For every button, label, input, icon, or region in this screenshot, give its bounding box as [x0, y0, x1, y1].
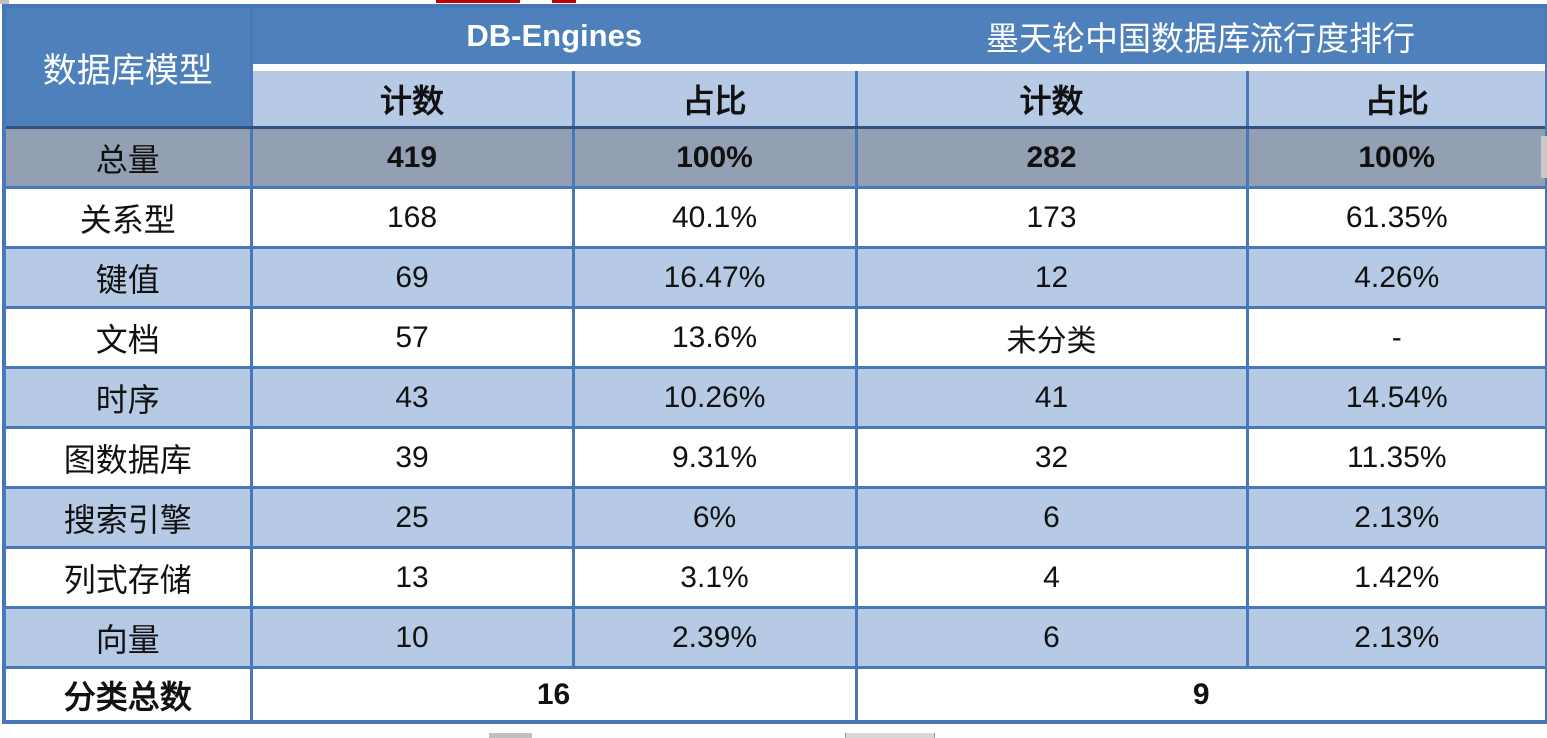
value-cell: 10 — [249, 606, 575, 669]
value-cell: 11.35% — [1245, 426, 1547, 489]
value-cell: 2.13% — [1245, 486, 1547, 549]
artifact-gray-mark — [0, 0, 9, 4]
artifact-gray-strip — [489, 733, 532, 738]
artifact-gray-strip — [1541, 136, 1547, 178]
row-label-cell: 分类总数 — [2, 666, 253, 724]
value-cell: 2.13% — [1245, 606, 1547, 669]
row-label-cell: 关系型 — [2, 186, 253, 249]
value-cell-modb-categories: 9 — [854, 666, 1547, 724]
subheader-dbengines-share: 占比 — [571, 71, 858, 129]
row-label-cell: 文档 — [2, 306, 253, 369]
value-cell: 419 — [249, 126, 575, 189]
value-cell: 41 — [854, 366, 1249, 429]
database-model-comparison-table: 数据库模型 DB-Engines 墨天轮中国数据库流行度排行 计数 占比 计数 … — [2, 4, 1547, 724]
value-cell: 100% — [1245, 126, 1547, 189]
table-row-key-value: 键值 69 16.47% 12 4.26% — [2, 246, 1547, 309]
value-cell: 173 — [854, 186, 1249, 249]
table-row-category-totals: 分类总数 16 9 — [2, 666, 1547, 724]
group-header-db-engines: DB-Engines — [251, 6, 856, 64]
value-cell: 57 — [249, 306, 575, 369]
row-label-cell: 向量 — [2, 606, 253, 669]
row-label-cell: 键值 — [2, 246, 253, 309]
table-row-total: 总量 419 100% 282 100% — [2, 126, 1547, 189]
value-cell: 69 — [249, 246, 575, 309]
table-row-relational: 关系型 168 40.1% 173 61.35% — [2, 186, 1547, 249]
artifact-red-underline — [436, 0, 520, 3]
value-cell: 6% — [571, 486, 858, 549]
value-cell: 3.1% — [571, 546, 858, 609]
value-cell: 13.6% — [571, 306, 858, 369]
value-cell: 14.54% — [1245, 366, 1547, 429]
table-row-time-series: 时序 43 10.26% 41 14.54% — [2, 366, 1547, 429]
row-label-cell: 图数据库 — [2, 426, 253, 489]
header-gap-row — [4, 64, 1547, 71]
value-cell: 100% — [571, 126, 858, 189]
value-cell: 12 — [854, 246, 1249, 309]
artifact-gray-box — [845, 733, 935, 738]
row-label-cell: 搜索引擎 — [2, 486, 253, 549]
value-cell: 32 — [854, 426, 1249, 489]
value-cell: 未分类 — [854, 306, 1249, 369]
value-cell: 43 — [249, 366, 575, 429]
value-cell-dbengines-categories: 16 — [249, 666, 858, 724]
row-label-cell: 时序 — [2, 366, 253, 429]
value-cell: 4 — [854, 546, 1249, 609]
subheader-dbengines-count: 计数 — [249, 71, 575, 129]
value-cell: 6 — [854, 606, 1249, 669]
value-cell: 10.26% — [571, 366, 858, 429]
group-header-modb-ranking: 墨天轮中国数据库流行度排行 — [856, 6, 1547, 64]
value-cell: 4.26% — [1245, 246, 1547, 309]
value-cell: 168 — [249, 186, 575, 249]
value-cell: 1.42% — [1245, 546, 1547, 609]
value-cell: 282 — [854, 126, 1249, 189]
header-gap-strip — [251, 64, 1547, 71]
value-cell: 16.47% — [571, 246, 858, 309]
subheader-modb-share: 占比 — [1245, 71, 1547, 129]
table-row-search-engine: 搜索引擎 25 6% 6 2.13% — [2, 486, 1547, 549]
value-cell: 25 — [249, 486, 575, 549]
table-row-column-store: 列式存储 13 3.1% 4 1.42% — [2, 546, 1547, 609]
corner-header-cell: 数据库模型 — [4, 6, 253, 129]
value-cell: 6 — [854, 486, 1249, 549]
table-row-graph: 图数据库 39 9.31% 32 11.35% — [2, 426, 1547, 489]
subheader-modb-count: 计数 — [854, 71, 1249, 129]
header-row-groups: 数据库模型 DB-Engines 墨天轮中国数据库流行度排行 — [4, 6, 1547, 129]
row-label-cell: 总量 — [2, 126, 253, 189]
value-cell: 61.35% — [1245, 186, 1547, 249]
value-cell: 9.31% — [571, 426, 858, 489]
value-cell: 2.39% — [571, 606, 858, 669]
value-cell: 39 — [249, 426, 575, 489]
table-row-vector: 向量 10 2.39% 6 2.13% — [2, 606, 1547, 669]
value-cell: 40.1% — [571, 186, 858, 249]
value-cell: - — [1245, 306, 1547, 369]
header-row-subcolumns: 计数 占比 计数 占比 — [4, 71, 1547, 129]
value-cell: 13 — [249, 546, 575, 609]
row-label-cell: 列式存储 — [2, 546, 253, 609]
table-row-document: 文档 57 13.6% 未分类 - — [2, 306, 1547, 369]
artifact-red-underline — [552, 0, 576, 3]
